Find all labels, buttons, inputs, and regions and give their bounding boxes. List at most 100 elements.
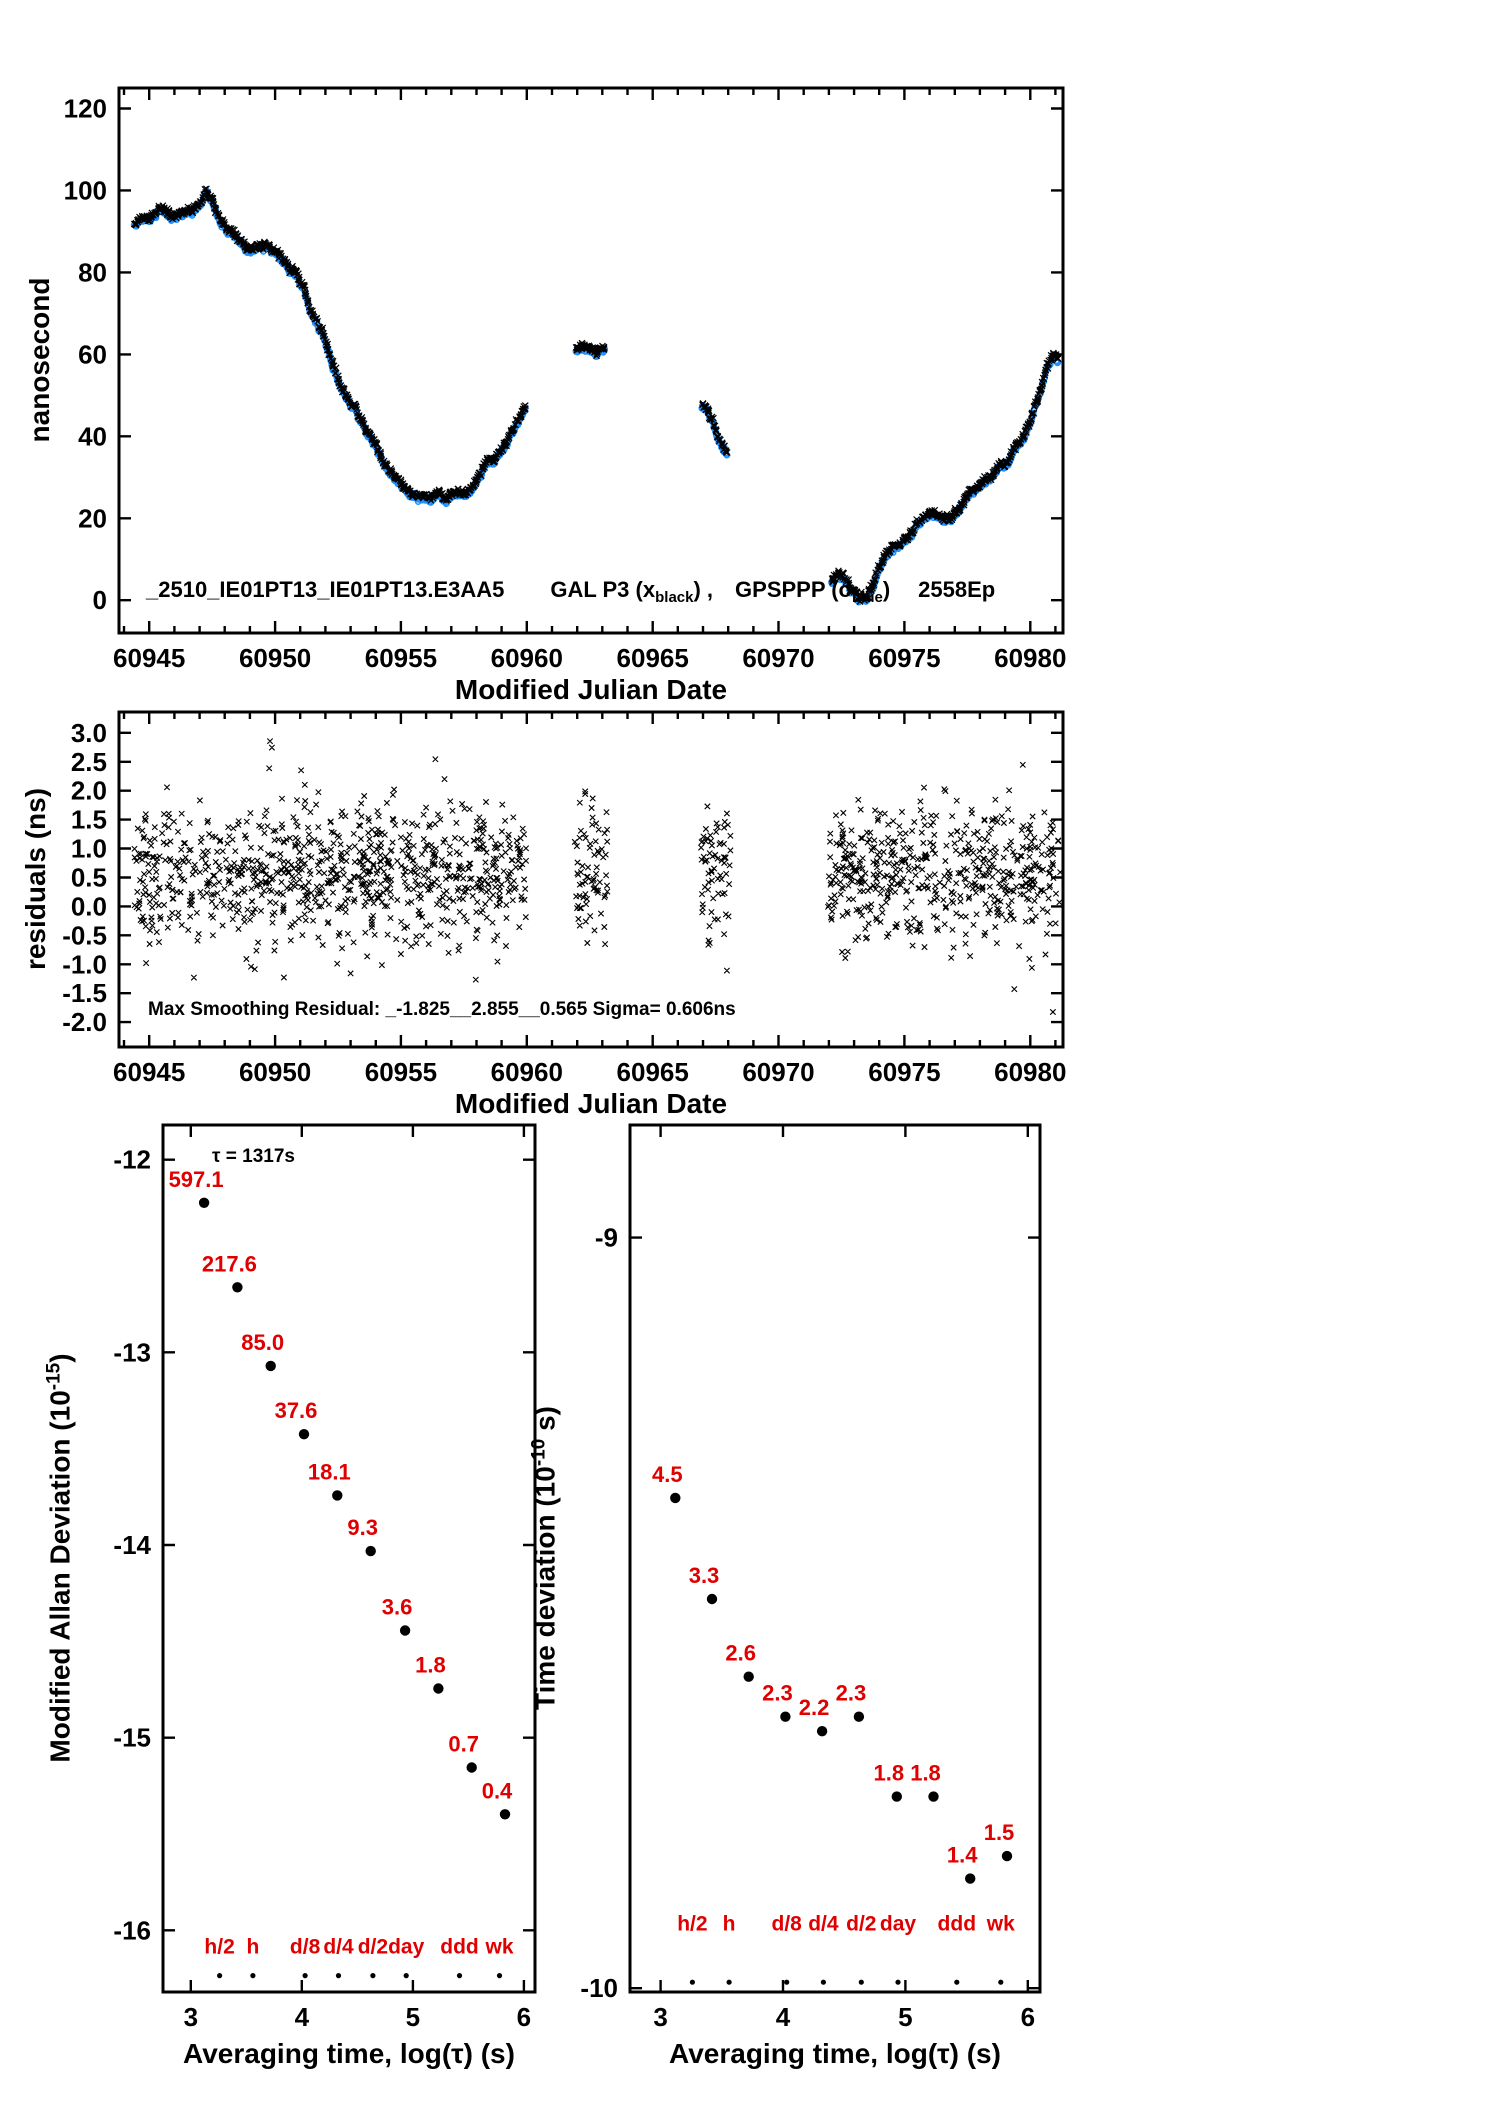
mdev-tau-label: day (388, 1936, 425, 1959)
tdev-ylabel-exponent: -10 (528, 1438, 550, 1467)
mdev-ylabel-base: Modified Allan Deviation (10 (44, 1390, 76, 1763)
time-series-ytick-label: 40 (78, 421, 107, 451)
mdev-ytick-label: -14 (113, 1530, 151, 1560)
mdev-ytick-label: -13 (113, 1337, 151, 1367)
tdev-ytick-label: -10 (580, 1973, 618, 2003)
mdev-tau-label: ddd (440, 1936, 478, 1959)
tdev-point (891, 1791, 902, 1802)
mdev-ytick-label: -16 (113, 1915, 151, 1945)
tdev-tau-dot (726, 1979, 732, 1985)
tdev-tau-dot (895, 1979, 901, 1985)
residuals-frame (117, 710, 1065, 1049)
mdev-value-label: 3.6 (382, 1595, 413, 1620)
time-series-xlabel: Modified Julian Date (454, 674, 728, 705)
mdev-tau-note: τ = 1317s (212, 1146, 295, 1167)
tdev-value-label: 1.8 (874, 1761, 905, 1786)
mdev-tau-label: wk (484, 1936, 513, 1959)
tdev-tau-label: wk (986, 1912, 1015, 1935)
tdev-xtick-label: 3 (653, 2002, 667, 2032)
residuals-ylabel: residuals (ns) (20, 787, 51, 971)
time-series-ytick-label: 60 (78, 339, 107, 369)
tdev-tau-label: d/8 (772, 1912, 803, 1935)
mdev-ylabel: Modified Allan Deviation (10-15) (43, 1353, 76, 1762)
tdev-point (816, 1726, 828, 1737)
tdev-point (670, 1492, 681, 1504)
tdev-point (965, 1873, 976, 1884)
mdev-value-label: 18.1 (308, 1459, 351, 1484)
residuals-ytick-label: 1.5 (71, 805, 107, 835)
mdev-xtick-label: 4 (295, 2002, 310, 2032)
mdev-tau-dot (217, 1973, 223, 1979)
tdev-tau-dot (689, 1979, 696, 1985)
time-series-ytick-label: 80 (78, 257, 107, 287)
series1-prefix: GAL P3 (x (550, 577, 656, 602)
mdev-point (298, 1429, 310, 1440)
tdev-point (706, 1593, 718, 1605)
mdev-tau-label: d/8 (290, 1936, 321, 1959)
tdev-ylabel-base: Time deviation (10 (529, 1466, 561, 1710)
residuals-ytick-label: 3.0 (71, 718, 107, 748)
mdev-value-label: 9.3 (347, 1515, 378, 1540)
tdev-tau-label: d/2 (846, 1912, 876, 1935)
time-series-ytick-label: 120 (64, 94, 107, 124)
mdev-value-label: 37.6 (275, 1398, 318, 1423)
tdev-value-label: 2.3 (836, 1681, 867, 1706)
tdev-data: 4.53.32.62.32.22.31.8 1.81.41.5h/2 h d/8 d/4… (652, 1462, 1015, 1985)
tdev-tau-label: d/4 (808, 1912, 839, 1935)
residuals-ytick-label: 0.0 (71, 891, 107, 921)
tdev-value-label: 4.5 (652, 1462, 683, 1487)
mdev-value-label: 217.6 (202, 1251, 257, 1276)
tdev-ylabel: Time deviation (10-10 s) (528, 1406, 561, 1710)
tdev-ylabel-close: s) (529, 1406, 561, 1439)
residuals-axes: 60945 60950 60955 60960 60965 60970 60975 60980… (62, 712, 1066, 1087)
residuals-data (131, 738, 1064, 1016)
mdev-point (399, 1625, 411, 1636)
mdev-point (499, 1809, 511, 1820)
tdev-tau-label: h (723, 1912, 736, 1935)
residuals-ytick-label: -1.0 (62, 949, 107, 979)
mdev-point (433, 1683, 444, 1694)
tdev-tau-dot (784, 1979, 790, 1985)
mdev-xtick-label: 5 (406, 2002, 420, 2032)
mdev-value-label: 597.1 (169, 1167, 224, 1192)
time-series-xtick-label: 60960 (491, 643, 563, 673)
mdev-value-label: 0.4 (482, 1778, 513, 1803)
tdev-ticks (630, 1125, 1040, 1992)
time-series-xtick-label: 60975 (868, 643, 940, 673)
time-series-title: _2510_IE01PT13_IE01PT13.E3AA5 GAL P3 (xbl… (146, 577, 995, 606)
series2-suffix: ) (882, 577, 891, 602)
mdev-xtick-label: 6 (517, 2002, 531, 2032)
mdev-tau-dot (456, 1973, 463, 1979)
tdev-xlabel: Averaging time, log(τ) (s) (669, 2038, 1001, 2069)
residuals-ytick-label: 2.0 (71, 776, 107, 806)
tdev-value-label: 1.5 (984, 1820, 1015, 1845)
time-series-xtick-label: 60950 (239, 643, 311, 673)
mdev-frame (161, 1123, 537, 1994)
time-series-xtick-label: 60945 (113, 643, 185, 673)
residuals-ticks (119, 712, 1063, 1047)
time-series-xtick-label: 60970 (742, 643, 814, 673)
residuals-ytick-label: -1.5 (62, 978, 107, 1008)
residuals-xtick-label: 60965 (617, 1057, 689, 1087)
tdev-value-label: 1.8 (910, 1761, 941, 1786)
residuals-xtick-label: 60980 (994, 1057, 1066, 1087)
tdev-frame (628, 1123, 1042, 1994)
mdev-ylabel-close: ) (44, 1353, 76, 1363)
time-series-ytick-label: 20 (78, 503, 107, 533)
residuals-xtick-label: 60955 (365, 1057, 437, 1087)
residuals-xtick-label: 60945 (113, 1057, 185, 1087)
tdev-tau-dot (820, 1979, 827, 1985)
tdev-value-label: 2.6 (725, 1641, 756, 1666)
tdev-value-label: 2.2 (799, 1695, 830, 1720)
mdev-tau-label: h/2 (204, 1936, 234, 1959)
dataset-id: _2510_IE01PT13_IE01PT13.E3AA5 (146, 577, 505, 602)
residuals-stats: Max Smoothing Residual: _-1.825__2.855__… (148, 999, 736, 1020)
mdev-tau-dot (496, 1973, 503, 1979)
tdev-value-label: 3.3 (689, 1563, 720, 1588)
residuals-xtick-label: 60970 (742, 1057, 814, 1087)
time-series-data (130, 185, 1062, 606)
mdev-point (198, 1197, 210, 1209)
mdev-value-label: 85.0 (241, 1330, 284, 1355)
